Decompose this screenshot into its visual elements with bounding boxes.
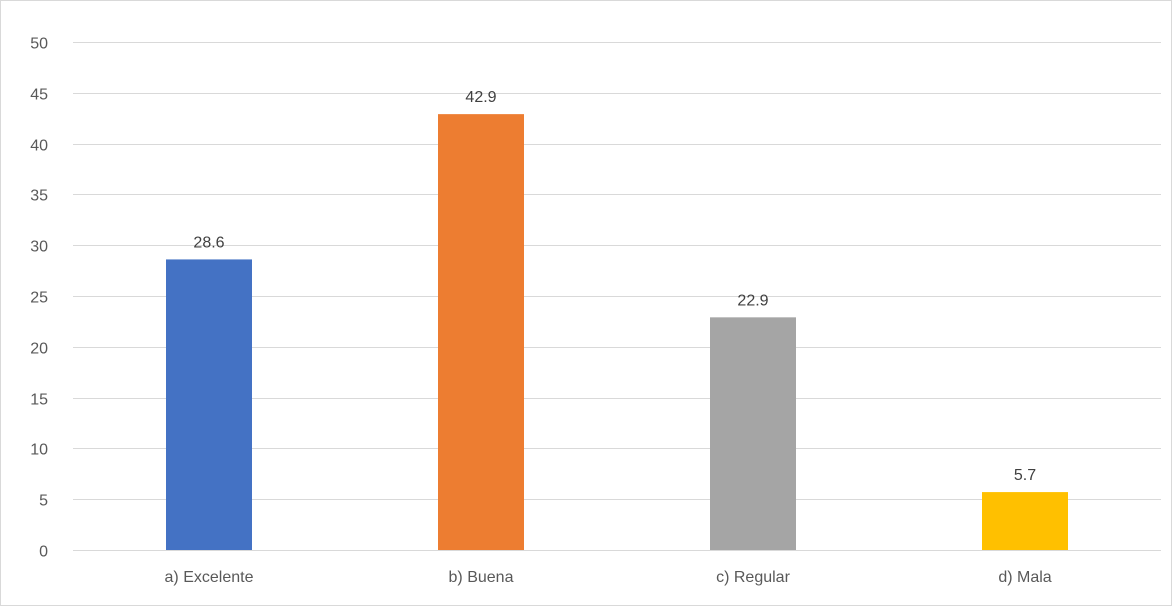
y-tick-label: 10 xyxy=(30,442,48,459)
bar xyxy=(710,317,796,550)
bar xyxy=(982,492,1068,550)
y-tick-label: 35 xyxy=(30,188,48,205)
x-tick-label: d) Mala xyxy=(998,569,1051,586)
bars xyxy=(166,114,1068,551)
y-tick-label: 20 xyxy=(30,341,48,358)
y-tick-label: 40 xyxy=(30,138,48,155)
x-tick-label: b) Buena xyxy=(449,569,514,586)
x-tick-label: c) Regular xyxy=(716,569,790,586)
data-label: 42.9 xyxy=(465,89,496,106)
y-tick-label: 25 xyxy=(30,290,48,307)
x-tick-label: a) Excelente xyxy=(165,569,254,586)
y-tick-label: 5 xyxy=(39,493,48,510)
data-label: 28.6 xyxy=(193,234,224,251)
y-tick-label: 15 xyxy=(30,392,48,409)
y-tick-label: 30 xyxy=(30,239,48,256)
x-axis-ticks: a) Excelente b) Buena c) Regular d) Mala xyxy=(165,569,1052,586)
y-tick-label: 50 xyxy=(30,36,48,53)
y-tick-label: 45 xyxy=(30,87,48,104)
grid-layer xyxy=(73,42,1161,551)
data-labels: 28.6 42.9 22.9 5.7 xyxy=(193,89,1036,484)
y-tick-label: 0 xyxy=(39,544,48,561)
bar xyxy=(438,114,524,551)
y-axis-ticks: 0 5 10 15 20 25 30 35 40 45 50 xyxy=(30,36,48,561)
data-label: 5.7 xyxy=(1014,467,1036,484)
bar xyxy=(166,259,252,550)
data-label: 22.9 xyxy=(737,292,768,309)
